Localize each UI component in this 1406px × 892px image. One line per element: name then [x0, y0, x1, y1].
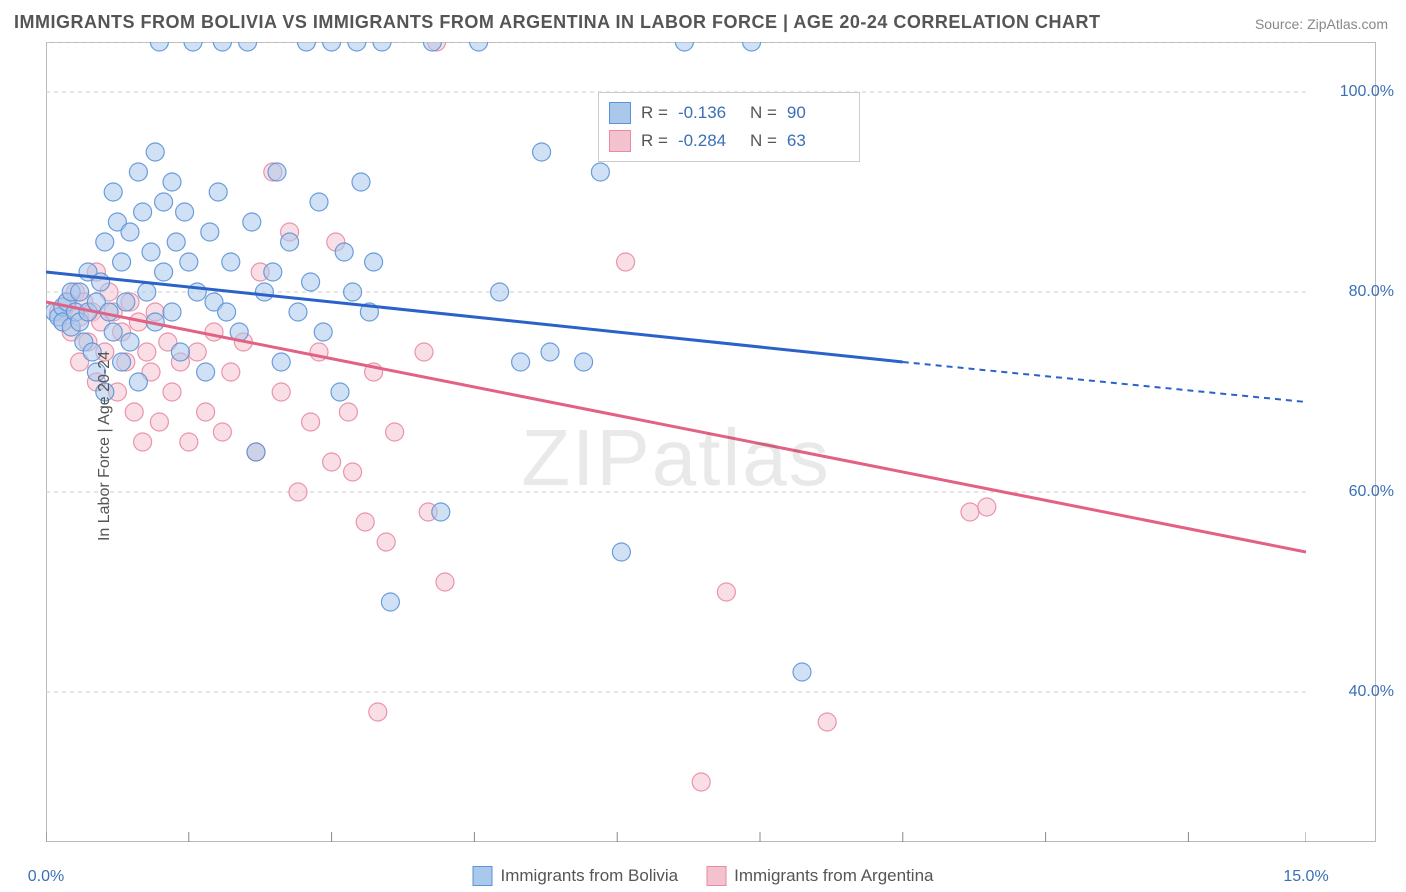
- stats-swatch-argentina: [609, 130, 631, 152]
- legend-item-argentina: Immigrants from Argentina: [706, 866, 933, 886]
- stats-n-label: N =: [750, 99, 777, 127]
- x-tick-label: 0.0%: [28, 868, 64, 886]
- y-tick-label: 60.0%: [1349, 483, 1394, 501]
- stats-n-label: N =: [750, 127, 777, 155]
- legend-label-bolivia: Immigrants from Bolivia: [501, 866, 679, 886]
- source-attribution: Source: ZipAtlas.com: [1255, 16, 1388, 32]
- y-tick-label: 100.0%: [1340, 83, 1394, 101]
- stats-swatch-bolivia: [609, 102, 631, 124]
- y-axis-label: In Labor Force | Age 20-24: [96, 351, 114, 541]
- chart-svg: [46, 42, 1306, 842]
- y-tick-label: 40.0%: [1349, 683, 1394, 701]
- y-axis-tick-labels: 40.0% 60.0% 80.0% 100.0%: [1306, 42, 1406, 842]
- x-tick-label: 15.0%: [1283, 868, 1328, 886]
- y-tick-label: 80.0%: [1349, 283, 1394, 301]
- bottom-legend: Immigrants from Bolivia Immigrants from …: [473, 866, 934, 886]
- stats-r-value: -0.284: [678, 127, 740, 155]
- stats-n-value: 63: [787, 127, 849, 155]
- legend-item-bolivia: Immigrants from Bolivia: [473, 866, 679, 886]
- stats-r-value: -0.136: [678, 99, 740, 127]
- stats-legend-box: R = -0.136 N = 90 R = -0.284 N = 63: [598, 92, 860, 162]
- chart-title: IMMIGRANTS FROM BOLIVIA VS IMMIGRANTS FR…: [14, 12, 1101, 33]
- stats-n-value: 90: [787, 99, 849, 127]
- legend-swatch-argentina: [706, 866, 726, 886]
- stats-r-label: R =: [641, 127, 668, 155]
- stats-r-label: R =: [641, 99, 668, 127]
- legend-swatch-bolivia: [473, 866, 493, 886]
- stats-row-argentina: R = -0.284 N = 63: [609, 127, 849, 155]
- chart-plot-area: ZIPatlas R =-0.136N =90R =-0.284N =63: [46, 42, 1306, 842]
- legend-label-argentina: Immigrants from Argentina: [734, 866, 933, 886]
- stats-row-bolivia: R = -0.136 N = 90: [609, 99, 849, 127]
